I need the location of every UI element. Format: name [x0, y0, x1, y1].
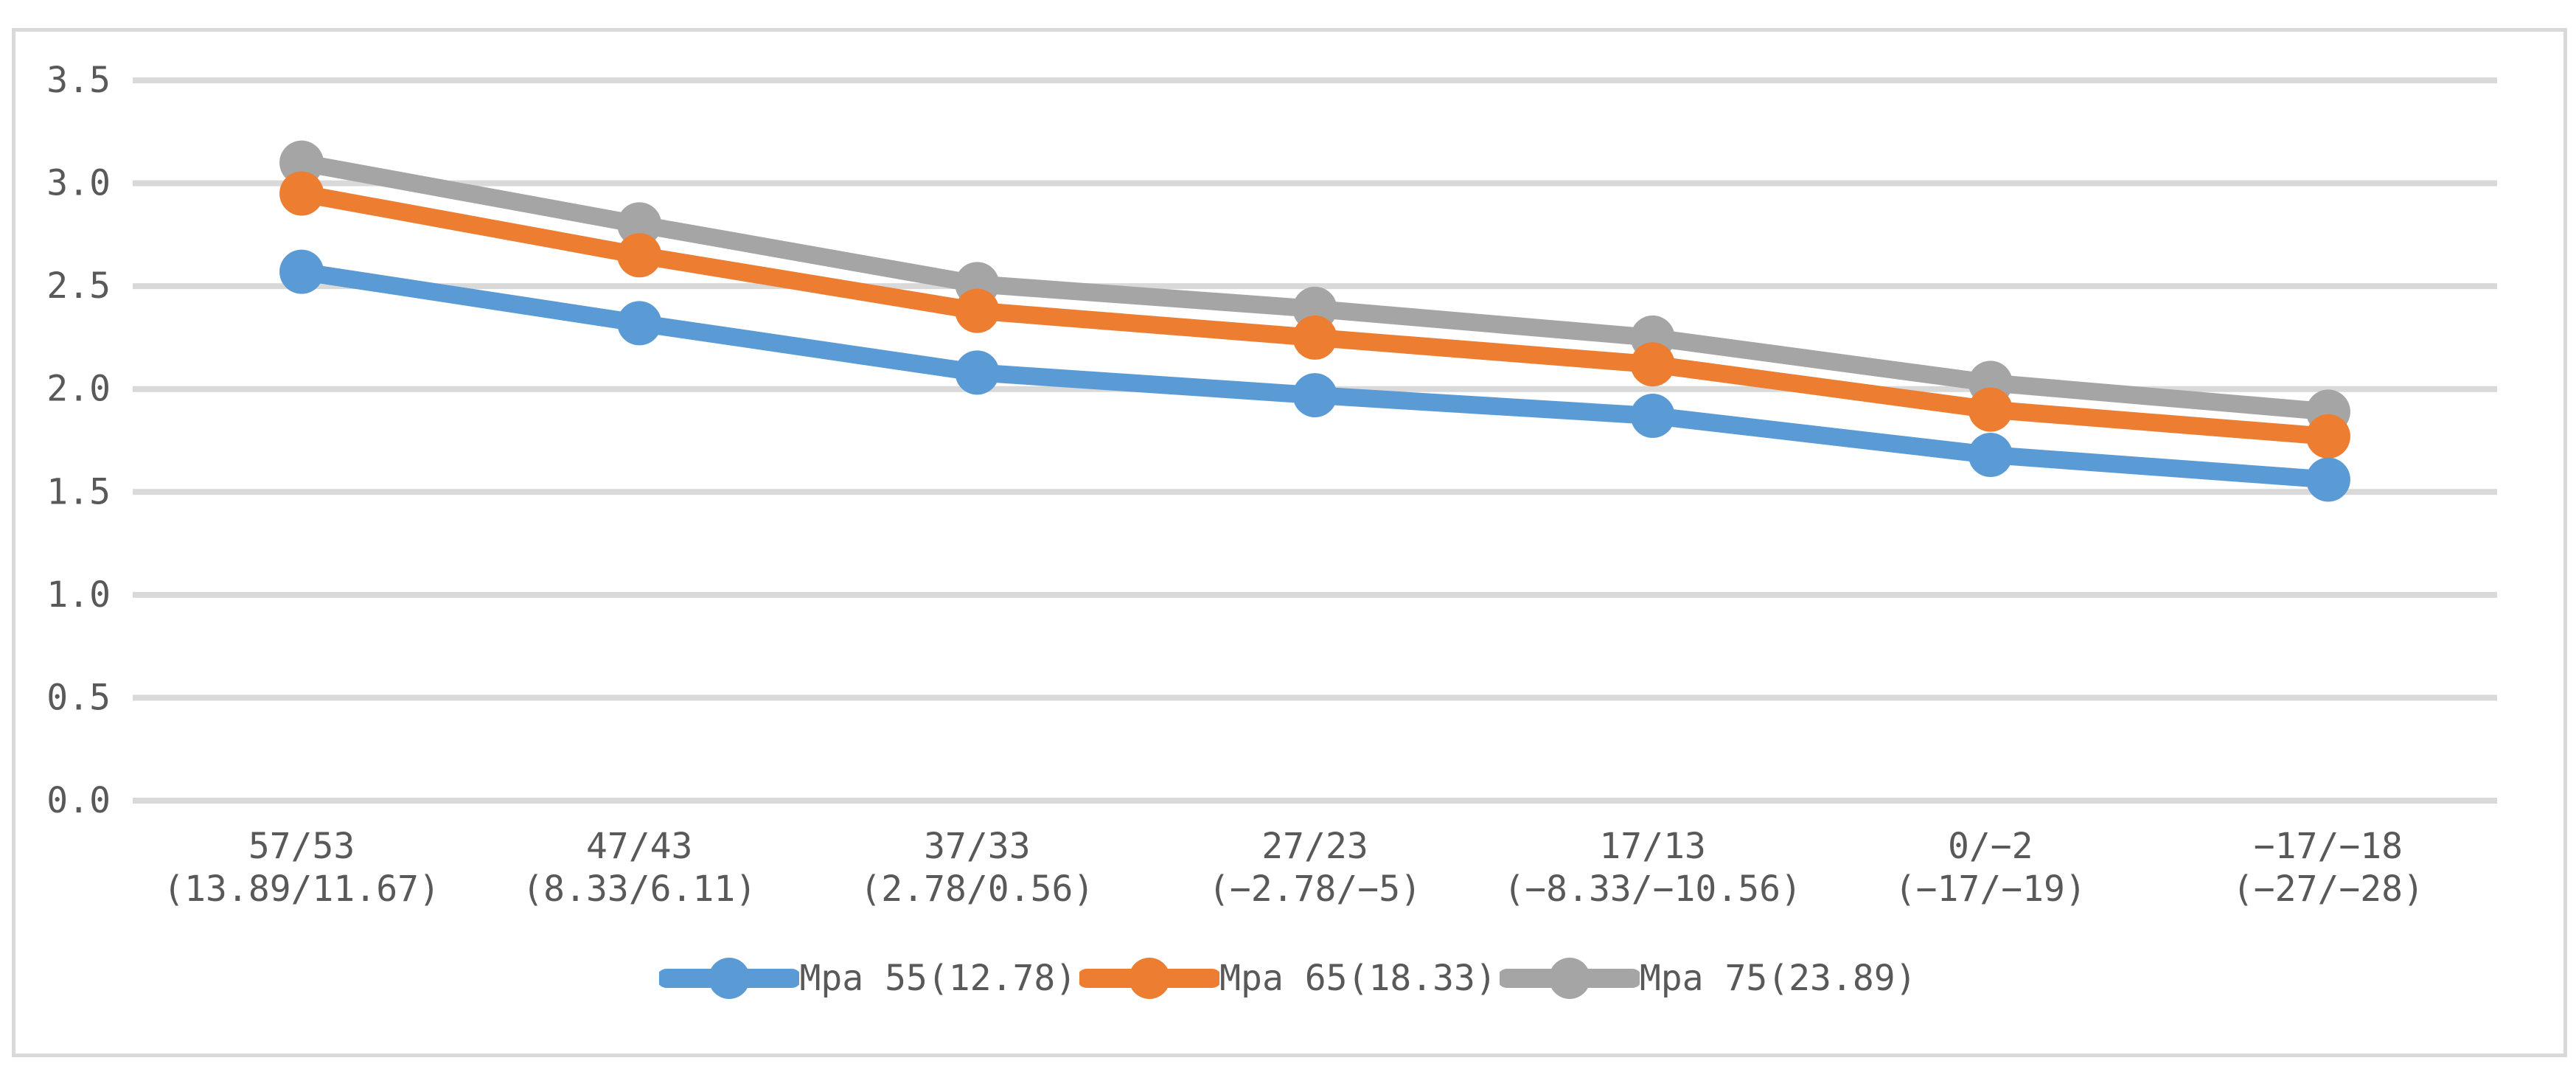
- x-category-label-1-line2: (13.89/11.67): [163, 868, 440, 910]
- data-point-mpa-55-12-78-2: [617, 301, 662, 346]
- x-category-label-7-line1: −17/−18: [2254, 826, 2403, 867]
- y-tick-label-0.0: 0.0: [46, 780, 111, 821]
- legend-label-mpa-65-18-33: Mpa 65(18.33): [1219, 958, 1497, 999]
- y-tick-label-2.5: 2.5: [46, 265, 111, 307]
- x-category-label-5-line2: (−8.33/−10.56): [1503, 868, 1802, 910]
- legend-marker-mpa-75-23-89: [1499, 958, 1640, 999]
- data-point-mpa-65-18-33-6: [1968, 387, 2013, 432]
- data-point-mpa-75-23-89-1: [279, 140, 324, 185]
- data-point-mpa-55-12-78-4: [1292, 373, 1337, 418]
- data-point-mpa-55-12-78-6: [1968, 433, 2013, 478]
- x-category-label-1-line1: 57/53: [248, 826, 355, 867]
- legend-item-mpa-55-12-78: Mpa 55(12.78): [659, 955, 1076, 1002]
- x-category-label-4-line1: 27/23: [1261, 826, 1368, 867]
- x-category-label-4-line2: (−2.78/−5): [1208, 868, 1421, 910]
- y-tick-label-3.0: 3.0: [46, 163, 111, 204]
- chart-frame: [12, 28, 2567, 1057]
- data-point-mpa-65-18-33-3: [955, 288, 1000, 333]
- legend-marker-mpa-65-18-33: [1079, 958, 1220, 999]
- y-tick-label-3.5: 3.5: [46, 60, 111, 101]
- x-category-label-2-line2: (8.33/6.11): [522, 868, 756, 910]
- legend-item-mpa-75-23-89: Mpa 75(23.89): [1499, 955, 1917, 1002]
- data-point-mpa-65-18-33-4: [1292, 315, 1337, 360]
- data-point-mpa-75-23-89-2: [617, 202, 662, 247]
- data-point-mpa-65-18-33-2: [617, 233, 662, 278]
- data-point-mpa-55-12-78-5: [1630, 394, 1675, 439]
- data-point-mpa-65-18-33-5: [1630, 342, 1675, 387]
- y-tick-label-1.5: 1.5: [46, 471, 111, 512]
- x-category-label-6-line2: (−17/−19): [1895, 868, 2086, 910]
- x-category-label-6-line1: 0/−2: [1948, 826, 2033, 867]
- data-point-mpa-65-18-33-7: [2305, 414, 2350, 459]
- legend-marker-mpa-55-12-78: [659, 958, 800, 999]
- x-category-label-5-line1: 17/13: [1599, 826, 1706, 867]
- data-point-mpa-55-12-78-7: [2305, 457, 2350, 502]
- data-point-mpa-65-18-33-1: [279, 171, 324, 216]
- data-point-mpa-55-12-78-1: [279, 249, 324, 294]
- x-category-label-7-line2: (−27/−28): [2232, 868, 2424, 910]
- y-tick-label-2.0: 2.0: [46, 369, 111, 410]
- data-point-mpa-55-12-78-3: [955, 350, 1000, 395]
- legend-item-mpa-65-18-33: Mpa 65(18.33): [1079, 955, 1497, 1002]
- chart-legend: Mpa 55(12.78) Mpa 65(18.33) Mpa 75(23.89): [0, 955, 2576, 1002]
- x-category-label-3-line1: 37/33: [924, 826, 1031, 867]
- y-tick-label-0.5: 0.5: [46, 677, 111, 718]
- legend-label-mpa-55-12-78: Mpa 55(12.78): [799, 958, 1077, 999]
- y-tick-label-1.0: 1.0: [46, 574, 111, 616]
- x-category-label-3-line2: (2.78/0.56): [860, 868, 1094, 910]
- x-category-label-2-line1: 47/43: [586, 826, 693, 867]
- legend-label-mpa-75-23-89: Mpa 75(23.89): [1639, 958, 1917, 999]
